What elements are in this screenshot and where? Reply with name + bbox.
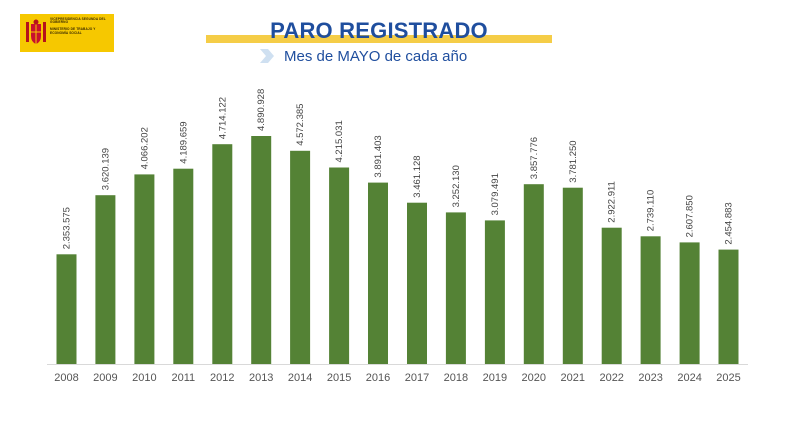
x-tick-label-2011: 2011 [171,372,195,384]
data-label-2012: 4.714.122 [217,97,228,139]
bar-2009 [95,195,116,364]
data-label-2015: 4.215.031 [334,120,345,162]
subtitle-row: Mes de MAYO de cada año [258,46,467,66]
data-label-2009: 3.620.139 [100,148,111,190]
x-tick-label-2021: 2021 [561,372,585,384]
bar-2018 [445,212,466,364]
x-tick-label-2013: 2013 [249,372,273,384]
x-tick-label-2025: 2025 [716,372,740,384]
data-label-2010: 4.066.202 [139,127,150,169]
x-tick-label-2020: 2020 [522,372,546,384]
x-tick-label-2009: 2009 [93,372,117,384]
x-tick-label-2022: 2022 [599,372,623,384]
chart-subtitle: Mes de MAYO de cada año [284,47,468,65]
bar-2025 [718,249,739,364]
government-logo: VICEPRESIDENCIA SEGUNDA DEL GOBIERNO MIN… [20,14,114,52]
data-label-2020: 3.857.776 [529,137,540,179]
data-label-2011: 4.189.659 [178,121,189,163]
coat-of-arms-icon [26,19,46,44]
data-label-2013: 4.890.928 [256,89,267,131]
data-label-2019: 3.079.491 [490,173,501,215]
bar-2024 [679,242,700,364]
bar-2011 [173,168,194,364]
bar-2014 [290,150,311,364]
data-label-2025: 2.454.883 [724,202,735,244]
title-underline-band [206,35,552,43]
x-tick-label-2023: 2023 [638,372,662,384]
x-tick-label-2018: 2018 [444,372,468,384]
logo-line-1: VICEPRESIDENCIA SEGUNDA DEL GOBIERNO [50,17,106,25]
chart-title: PARO REGISTRADO [270,18,488,43]
bar-2017 [407,202,427,364]
bar-2023 [640,236,661,364]
bar-2022 [601,227,622,364]
x-tick-label-2014: 2014 [288,372,312,384]
data-label-2016: 3.891.403 [373,135,384,177]
bar-2013 [251,136,272,364]
x-tick-label-2019: 2019 [483,372,507,384]
x-tick-label-2017: 2017 [405,372,429,384]
bar-2008 [56,254,77,364]
data-label-2008: 2.353.575 [62,207,73,249]
x-tick-label-2024: 2024 [677,372,701,384]
data-label-2017: 3.461.128 [412,155,423,197]
data-label-2018: 3.252.130 [451,165,462,207]
x-tick-label-2015: 2015 [327,372,351,384]
bar-2015 [329,167,350,364]
x-tick-label-2012: 2012 [210,372,234,384]
chevron-right-icon [260,49,274,63]
bar-2019 [484,220,505,364]
bar-2020 [523,184,544,364]
data-label-2022: 2.922.911 [607,181,618,223]
bar-2021 [562,187,583,364]
x-tick-label-2016: 2016 [366,372,390,384]
bar-2012 [212,144,233,364]
bar-2010 [134,174,155,364]
bar-2016 [368,182,388,364]
data-label-2023: 2.739.110 [646,190,657,232]
data-label-2024: 2.607.850 [685,195,696,237]
data-label-2021: 3.781.250 [568,140,579,182]
data-label-2014: 4.572.385 [295,104,306,146]
logo-line-2: MINISTERIO DE TRABAJO Y ECONOMÍA SOCIAL [50,27,96,35]
x-tick-label-2008: 2008 [54,372,78,384]
x-tick-label-2010: 2010 [132,372,156,384]
